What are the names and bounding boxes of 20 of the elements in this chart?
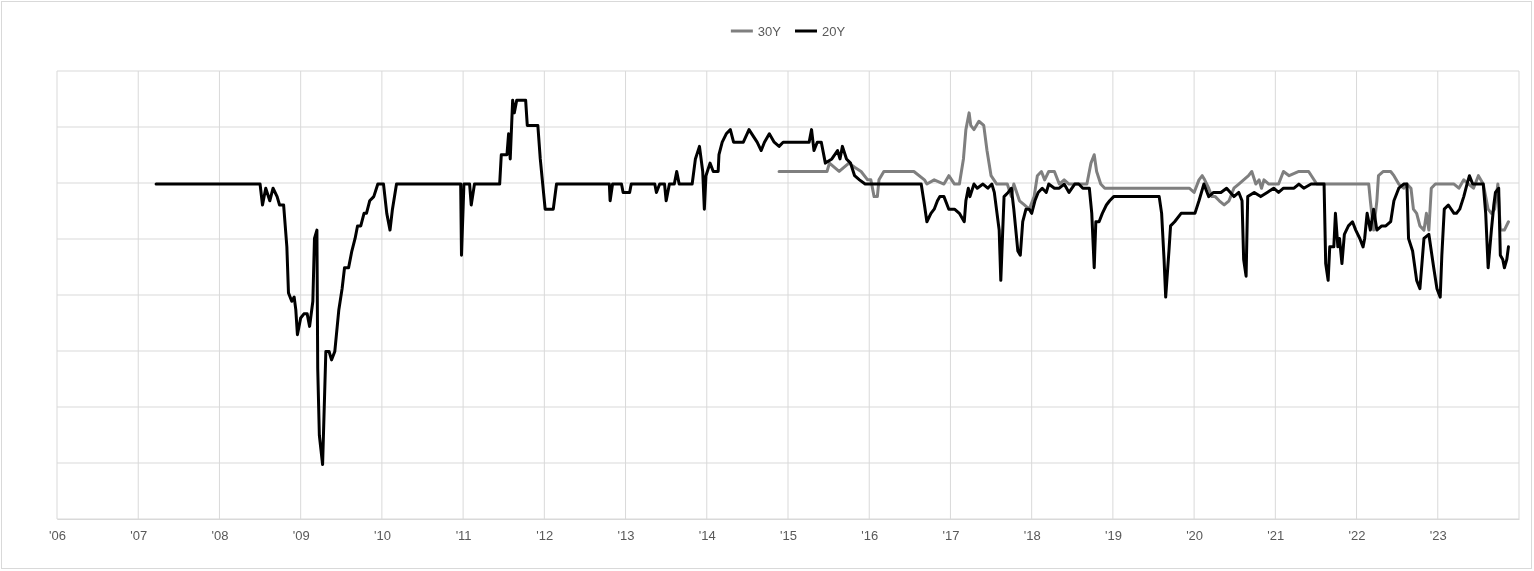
x-tick-label: '09: [292, 528, 310, 544]
x-tick-label: '18: [1023, 528, 1041, 544]
x-tick-label: '16: [861, 528, 879, 544]
x-tick-label: '11: [455, 528, 472, 544]
x-tick-label: '13: [617, 528, 635, 544]
x-tick-label: '19: [1104, 528, 1122, 544]
x-tick-label: '17: [942, 528, 960, 544]
x-tick-label: '06: [49, 528, 66, 544]
x-tick-label: '10: [373, 528, 391, 544]
legend-label: 30Y: [757, 23, 782, 39]
x-tick-label: '20: [1186, 528, 1204, 544]
x-tick-label: '14: [698, 528, 716, 544]
x-tick-label: '15: [780, 528, 797, 544]
x-tick-label: '07: [130, 528, 148, 544]
x-tick-label: '22: [1348, 528, 1366, 544]
x-tick-label: '12: [536, 528, 554, 544]
x-tick-label: '08: [211, 528, 229, 544]
x-tick-label: '21: [1267, 528, 1285, 544]
x-tick-label: '23: [1429, 528, 1447, 544]
legend-label: 20Y: [822, 23, 846, 39]
